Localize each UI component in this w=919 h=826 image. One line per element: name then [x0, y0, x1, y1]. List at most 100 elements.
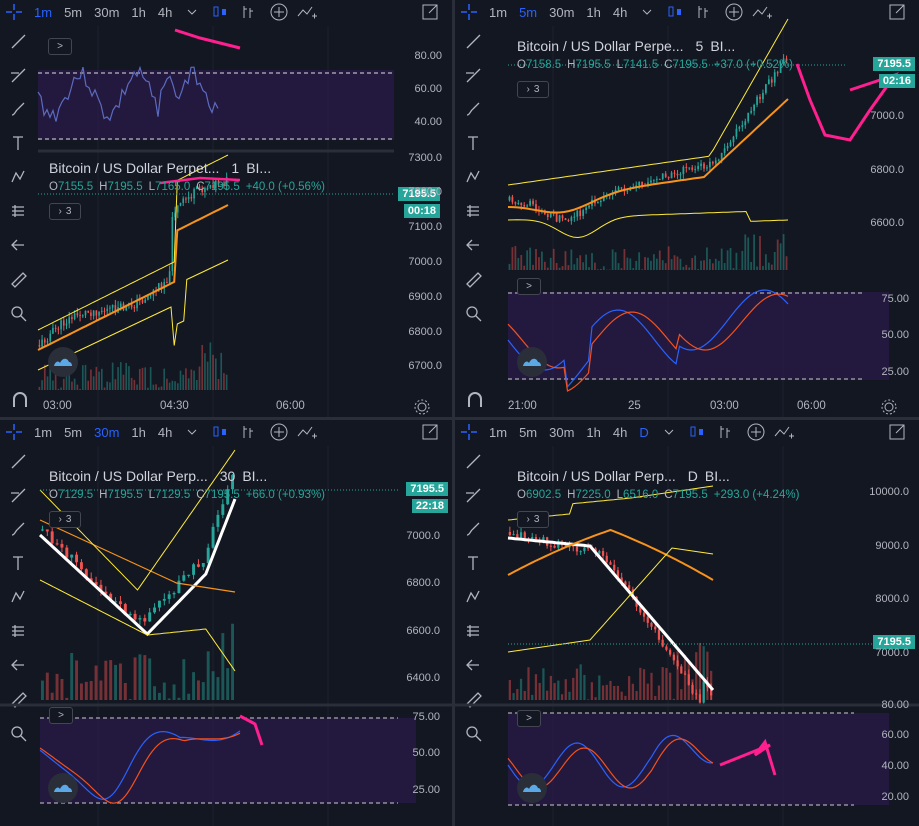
indicators-toggle[interactable]: › 3 — [49, 511, 81, 528]
prediction-icon[interactable] — [459, 617, 487, 645]
timeframe-30m[interactable]: 30m — [94, 424, 120, 440]
ruler-icon[interactable] — [4, 685, 32, 713]
zoom-icon[interactable] — [459, 299, 487, 327]
trend-line-icon[interactable] — [459, 27, 487, 55]
chevron-down-icon[interactable] — [181, 1, 203, 23]
symbol-title[interactable]: Bitcoin / US Dollar Perpe... 5 BI... — [517, 38, 735, 54]
oscillator-toggle[interactable]: > — [517, 278, 541, 295]
candles-icon[interactable] — [686, 421, 708, 443]
symbol-title[interactable]: Bitcoin / US Dollar Perp... D BI... — [517, 468, 730, 484]
symbol-title[interactable]: Bitcoin / US Dollar Perpet... 1 BI... — [49, 160, 271, 176]
bars-icon[interactable] — [692, 1, 714, 23]
magnet-icon[interactable] — [464, 390, 486, 412]
text-icon[interactable] — [4, 549, 32, 577]
tradingview-logo[interactable] — [48, 773, 78, 803]
brush-icon[interactable] — [4, 95, 32, 123]
indicators-toggle[interactable]: › 3 — [517, 511, 549, 528]
chevron-down-icon[interactable] — [658, 421, 680, 443]
bars-icon[interactable] — [714, 421, 736, 443]
pattern-icon[interactable] — [4, 583, 32, 611]
bars-icon[interactable] — [237, 421, 259, 443]
back-arrow-icon[interactable] — [4, 651, 32, 679]
zoom-icon[interactable] — [459, 719, 487, 747]
timeframe-1m[interactable]: 1m — [34, 4, 53, 20]
crosshair-icon[interactable] — [458, 1, 480, 23]
trend-line-icon[interactable] — [459, 447, 487, 475]
timeframe-D[interactable]: D — [639, 424, 649, 440]
symbol-title[interactable]: Bitcoin / US Dollar Perp... 30 BI... — [49, 468, 267, 484]
chevron-down-icon[interactable] — [636, 1, 658, 23]
timeframe-1m[interactable]: 1m — [489, 424, 508, 440]
crosshair-icon[interactable] — [3, 421, 25, 443]
compare-icon[interactable] — [751, 1, 773, 23]
prediction-icon[interactable] — [459, 197, 487, 225]
timeframe-5m[interactable]: 5m — [64, 4, 83, 20]
ruler-icon[interactable] — [459, 265, 487, 293]
timeframe-1h[interactable]: 1h — [131, 4, 146, 20]
fullscreen-icon[interactable] — [419, 421, 441, 443]
pitchfork-icon[interactable] — [459, 481, 487, 509]
add-indicator-icon[interactable] — [268, 421, 290, 443]
symbol-name[interactable]: Bitcoin / US Dollar Perp... — [517, 468, 676, 484]
oscillator-toggle[interactable]: > — [517, 710, 541, 727]
timeframe-1m[interactable]: 1m — [489, 4, 508, 20]
back-arrow-icon[interactable] — [459, 651, 487, 679]
ruler-icon[interactable] — [4, 265, 32, 293]
brush-icon[interactable] — [459, 95, 487, 123]
timeframe-1h[interactable]: 1h — [131, 424, 146, 440]
pattern-icon[interactable] — [459, 163, 487, 191]
timeframe-4h[interactable]: 4h — [612, 424, 628, 440]
tradingview-logo[interactable] — [517, 773, 547, 803]
crosshair-icon[interactable] — [458, 421, 480, 443]
symbol-name[interactable]: Bitcoin / US Dollar Perp... — [49, 468, 208, 484]
tradingview-logo[interactable] — [48, 347, 78, 377]
candles-icon[interactable] — [209, 421, 231, 443]
candles-icon[interactable] — [664, 1, 686, 23]
pattern-icon[interactable] — [4, 163, 32, 191]
symbol-name[interactable]: Bitcoin / US Dollar Perpet... — [49, 160, 220, 176]
timeframe-5m[interactable]: 5m — [519, 424, 538, 440]
brush-icon[interactable] — [4, 515, 32, 543]
brush-icon[interactable] — [459, 515, 487, 543]
back-arrow-icon[interactable] — [459, 231, 487, 259]
timeframe-5m[interactable]: 5m — [64, 424, 83, 440]
text-icon[interactable] — [4, 129, 32, 157]
pitchfork-icon[interactable] — [4, 481, 32, 509]
crosshair-icon[interactable] — [3, 1, 25, 23]
oscillator-toggle[interactable]: > — [48, 38, 72, 55]
add-indicator-icon[interactable] — [745, 421, 767, 443]
bars-icon[interactable] — [237, 1, 259, 23]
chevron-down-icon[interactable] — [181, 421, 203, 443]
timeframe-30m[interactable]: 30m — [549, 4, 575, 20]
pitchfork-icon[interactable] — [459, 61, 487, 89]
text-icon[interactable] — [459, 129, 487, 157]
tradingview-logo[interactable] — [517, 347, 547, 377]
magnet-icon[interactable] — [9, 390, 31, 412]
settings-gear-icon[interactable] — [411, 396, 433, 417]
prediction-icon[interactable] — [4, 617, 32, 645]
fullscreen-icon[interactable] — [886, 421, 908, 443]
settings-gear-icon[interactable] — [878, 396, 900, 417]
pane-divider-vertical[interactable] — [452, 0, 455, 826]
timeframe-1h[interactable]: 1h — [586, 4, 601, 20]
symbol-name[interactable]: Bitcoin / US Dollar Perpe... — [517, 38, 684, 54]
candles-icon[interactable] — [209, 1, 231, 23]
indicators-toggle[interactable]: › 3 — [517, 81, 549, 98]
ruler-icon[interactable] — [459, 685, 487, 713]
trend-line-icon[interactable] — [4, 447, 32, 475]
timeframe-5m[interactable]: 5m — [519, 4, 538, 20]
text-icon[interactable] — [459, 549, 487, 577]
timeframe-30m[interactable]: 30m — [94, 4, 120, 20]
indicators-toggle[interactable]: › 3 — [49, 203, 81, 220]
pane-divider-horizontal[interactable] — [0, 417, 919, 420]
fullscreen-icon[interactable] — [886, 1, 908, 23]
timeframe-1m[interactable]: 1m — [34, 424, 53, 440]
timeframe-4h[interactable]: 4h — [157, 4, 173, 20]
pitchfork-icon[interactable] — [4, 61, 32, 89]
pattern-icon[interactable] — [459, 583, 487, 611]
add-indicator-icon[interactable] — [268, 1, 290, 23]
trend-line-icon[interactable] — [4, 27, 32, 55]
oscillator-toggle[interactable]: > — [49, 707, 73, 724]
timeframe-1h[interactable]: 1h — [586, 424, 601, 440]
fullscreen-icon[interactable] — [419, 1, 441, 23]
